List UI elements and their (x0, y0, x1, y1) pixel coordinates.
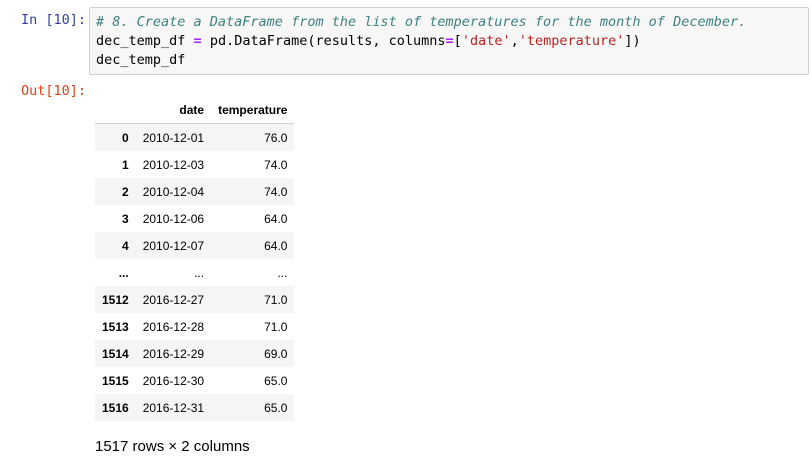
input-prompt: In [10]: (20, 12, 86, 28)
date-cell: 2016-12-28 (142, 319, 205, 334)
temperature-cell: 65.0 (264, 373, 288, 388)
temperature-cell: 76.0 (264, 130, 288, 145)
date-cell: 2010-12-03 (142, 157, 205, 172)
table-row: 1 2010-12-03 74.0 (95, 151, 294, 178)
date-cell: 2010-12-04 (142, 184, 205, 199)
row-index: 2 (122, 184, 129, 199)
table-row: 1512 2016-12-27 71.0 (95, 286, 295, 313)
table-row: 2 2010-12-04 74.0 (95, 178, 295, 205)
table-row-ellipsis: ......... (95, 259, 294, 286)
row-index: 1515 (102, 373, 129, 388)
dataframe-shape-text: 1517 rows × 2 columns (95, 438, 250, 455)
date-cell: 2016-12-27 (142, 292, 205, 307)
code-editor[interactable]: # 8. Create a DataFrame from the list of… (96, 13, 746, 70)
table-row: 1514 2016-12-29 69.0 (95, 340, 295, 367)
table-row: 4 2010-12-07 64.0 (95, 232, 295, 259)
temperature-cell: ... (277, 265, 288, 280)
table-header-row: date temperature (95, 97, 295, 124)
temperature-cell: 71.0 (264, 292, 288, 307)
table-row: 1515 2016-12-30 65.0 (95, 367, 294, 394)
row-index: 3 (122, 211, 129, 226)
code-cell[interactable]: # 8. Create a DataFrame from the list of… (89, 7, 809, 75)
date-cell: ... (194, 265, 205, 280)
date-cell: 2010-12-06 (142, 211, 205, 226)
code-line-2: dec_temp_df = pd.DataFrame(results, colu… (96, 33, 641, 49)
temperature-cell: 69.0 (264, 346, 288, 361)
table-row: 0 2010-12-01 76.0 (95, 123, 295, 151)
date-cell: 2010-12-01 (142, 130, 205, 145)
row-index: 1516 (102, 400, 129, 415)
row-index: 1513 (102, 319, 129, 334)
temperature-cell: 64.0 (264, 211, 288, 226)
output-prompt: Out[10]: (20, 83, 86, 99)
code-comment: # 8. Create a DataFrame from the list of… (96, 14, 747, 30)
table-row: 1513 2016-12-28 71.0 (95, 313, 294, 340)
temperature-cell: 74.0 (264, 184, 288, 199)
row-index: 1514 (102, 346, 129, 361)
date-cell: 2016-12-30 (142, 373, 205, 388)
table-row: 1516 2016-12-31 65.0 (95, 394, 295, 421)
row-index: 1512 (102, 292, 129, 307)
date-cell: 2016-12-29 (142, 346, 205, 361)
index-header (95, 97, 136, 124)
column-header-temperature: temperature (211, 97, 295, 124)
code-line-3: dec_temp_df (96, 52, 186, 68)
temperature-cell: 74.0 (264, 157, 288, 172)
column-header-date: date (135, 97, 212, 124)
temperature-cell: 64.0 (264, 238, 288, 253)
temperature-cell: 71.0 (264, 319, 288, 334)
row-index: 0 (122, 130, 129, 145)
row-index: 1 (122, 157, 129, 172)
row-index: 4 (122, 238, 129, 253)
date-cell: 2016-12-31 (142, 400, 205, 415)
date-cell: 2010-12-07 (142, 238, 205, 253)
table-row: 3 2010-12-06 64.0 (95, 205, 294, 232)
row-index: ... (118, 265, 129, 280)
dataframe-table: date temperature 0 2010-12-01 76.0 1 2010-1… (95, 97, 295, 421)
temperature-cell: 65.0 (264, 400, 288, 415)
